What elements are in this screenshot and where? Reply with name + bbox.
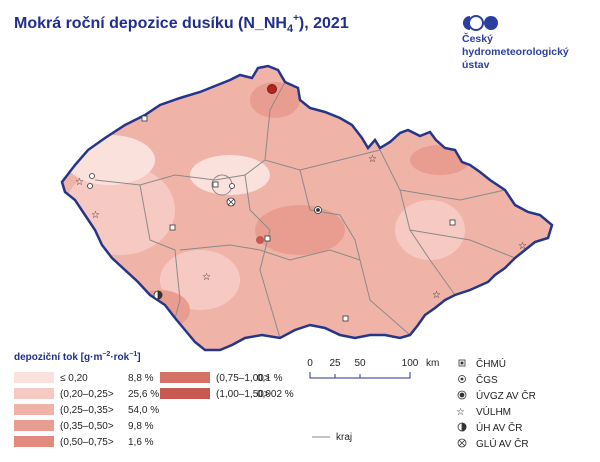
scale-label: 50 — [354, 358, 366, 369]
station-legend: ČHMÚ ČGS ÚVGZ AV ČR VÚLHM ÚH AV ČR GLÚ AV ČR — [476, 357, 536, 450]
scale-bar — [309, 372, 411, 379]
boundary-label: kraj — [336, 432, 352, 443]
scale-unit: km — [426, 358, 439, 369]
logo: Český hydrometeorologický ústav — [462, 15, 569, 71]
title: Mokrá roční depozice dusíku (N_NH4+), 20… — [14, 13, 349, 35]
logo-text: ústav — [462, 59, 490, 71]
stations-on-map: ☆ ☆ ☆ ☆ ☆ ☆ — [75, 115, 527, 322]
legend-swatch — [14, 420, 54, 431]
legend-class-share: 0,1 % — [257, 373, 283, 384]
legend-class-label: (0,35–0,50> — [60, 421, 114, 432]
legend-swatch — [14, 436, 54, 447]
svg-text:☆: ☆ — [432, 290, 441, 301]
svg-text:☆: ☆ — [456, 407, 465, 418]
legend-class-label: (0,20–0,25> — [60, 389, 114, 400]
legend-class-label: ≤ 0,20 — [60, 373, 88, 384]
legend-title-part: ] — [137, 352, 140, 363]
scale-label: 0 — [307, 358, 313, 369]
svg-text:☆: ☆ — [75, 177, 84, 188]
station-label: ČGS — [476, 373, 498, 386]
legend-title-part: ·rok — [110, 352, 129, 363]
legend-class-share: 1,6 % — [128, 437, 154, 448]
logo-text: Český — [462, 32, 493, 45]
title-sub: 4 — [287, 23, 294, 35]
legend-class-label: (1,00–1,50> — [216, 389, 270, 400]
legend-title-part: depoziční tok [g·m — [14, 352, 102, 363]
station-label: VÚLHM — [476, 405, 511, 418]
legend-swatch — [14, 404, 54, 415]
legend-swatch — [160, 388, 210, 399]
legend-class-share: 0,002 % — [257, 389, 294, 400]
legend-swatch — [160, 372, 210, 383]
legend-title: depoziční tok [g·m−2·rok−1] — [14, 351, 141, 363]
station-label: ÚH AV ČR — [476, 421, 523, 434]
station-label: GLÚ AV ČR — [476, 437, 529, 450]
legend-class-share: 54,0 % — [128, 405, 159, 416]
legend-swatch — [14, 372, 54, 383]
logo-text: hydrometeorologický — [462, 46, 569, 58]
svg-text:☆: ☆ — [368, 154, 377, 165]
station-legend-symbols: ☆ — [456, 359, 467, 448]
svg-text:☆: ☆ — [202, 272, 211, 283]
title-tail: ), 2021 — [299, 15, 349, 32]
legend-swatch — [14, 388, 54, 399]
svg-text:☆: ☆ — [518, 241, 527, 252]
station-label: ÚVGZ AV ČR — [476, 389, 536, 402]
scale-label: 100 — [402, 358, 419, 369]
legend-class-share: 8,8 % — [128, 373, 154, 384]
title-sup: + — [293, 13, 299, 24]
legend-title-part: −2 — [102, 351, 110, 358]
station-label: ČHMÚ — [476, 357, 506, 370]
legend-class-share: 25,6 % — [128, 389, 159, 400]
svg-text:☆: ☆ — [91, 210, 100, 221]
legend-class-label: (0,25–0,35> — [60, 405, 114, 416]
scale-label: 25 — [329, 358, 341, 369]
legend-class-label: (0,75–1,00> — [216, 373, 270, 384]
legend-class-share: 9,8 % — [128, 421, 154, 432]
title-main: Mokrá roční depozice dusíku (N_NH — [14, 15, 287, 32]
legend-class-label: (0,50–0,75> — [60, 437, 114, 448]
legend-title-part: −1 — [129, 351, 137, 358]
legend: ≤ 0,20 8,8 % (0,20–0,25> 25,6 % (0,25–0,35> 5… — [14, 372, 294, 448]
